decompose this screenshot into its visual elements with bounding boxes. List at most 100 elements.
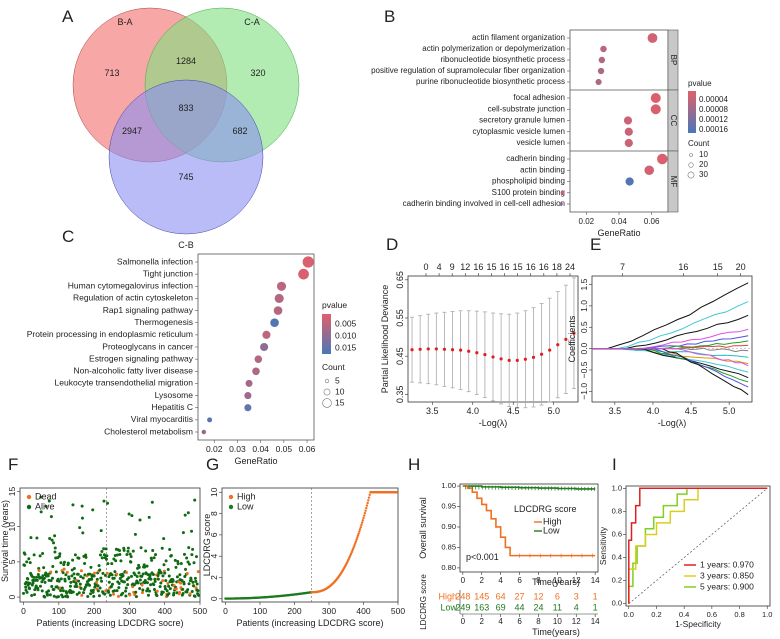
kegg-term-dot <box>302 256 314 268</box>
survival-point-dead <box>115 572 119 576</box>
risk-point-high <box>357 532 360 535</box>
survival-point-alive <box>126 546 130 550</box>
survival-point-alive <box>194 555 198 559</box>
survival-point-alive <box>160 592 164 596</box>
survival-point-alive <box>156 577 160 581</box>
lasso-cv-top-tick-label: 16 <box>539 262 549 272</box>
risk-point-high <box>360 521 364 524</box>
km-legend-title: LDCDRG score <box>514 504 577 514</box>
roc-y-tick-label: 0.6 <box>612 529 622 538</box>
survival-point-alive <box>96 584 100 588</box>
survival-point-alive <box>50 585 54 589</box>
survival-point-alive <box>103 573 107 577</box>
risk-point-high <box>352 545 356 549</box>
survival-point-alive <box>184 567 188 571</box>
panel-letter-i: I <box>612 455 617 474</box>
risk-table-value: 1 <box>593 591 598 601</box>
kegg-term-label: Salmonella infection <box>117 256 193 266</box>
survival-status-y-tick-label: 10 <box>7 522 17 532</box>
risk-point-high <box>358 528 362 531</box>
survival-point-alive <box>143 581 147 585</box>
risk-point-high <box>366 501 369 505</box>
go-legend-count-dot <box>689 153 693 157</box>
survival-point-alive <box>41 574 45 578</box>
risk-point-high <box>354 542 357 545</box>
survival-point-alive <box>79 575 83 579</box>
survival-point-alive <box>61 589 65 593</box>
survival-point-alive <box>163 587 167 591</box>
survival-point-alive <box>84 555 88 559</box>
lasso-cv-top-tick-label: 16 <box>526 262 536 272</box>
survival-point-alive <box>104 557 108 561</box>
survival-point-alive <box>42 576 46 580</box>
go-term-dot <box>647 33 658 43</box>
risk-score-y-tick-label: 2 <box>209 575 219 580</box>
survival-point-alive <box>32 553 36 557</box>
survival-point-alive <box>24 585 28 589</box>
roc-curve <box>628 487 768 604</box>
survival-point-alive <box>30 594 34 598</box>
survival-point-alive <box>82 591 86 595</box>
survival-point-alive <box>91 508 95 512</box>
kegg-x-axis-label: GeneRatio <box>234 456 277 466</box>
survival-point-alive <box>186 560 190 564</box>
survival-point-alive <box>130 514 134 518</box>
survival-status-x-tick-label: 400 <box>158 606 172 616</box>
risk-point-high <box>395 491 398 494</box>
survival-point-alive <box>32 593 36 597</box>
go-legend-pvalue-label: 0.00016 <box>699 125 728 134</box>
survival-point-alive <box>50 576 54 580</box>
survival-point-alive <box>46 574 50 578</box>
kegg-term-label: Estrogen signaling pathway <box>89 353 194 363</box>
survival-point-alive <box>144 549 148 553</box>
lasso-path-y-axis-label: Coefficients <box>567 315 577 362</box>
survival-point-alive <box>113 589 117 593</box>
risk-score-y-tick-label: 10 <box>209 487 219 497</box>
survival-point-alive <box>43 580 47 584</box>
survival-point-dead <box>62 567 66 571</box>
survival-point-alive <box>43 595 47 599</box>
lasso-cv-point <box>475 351 479 355</box>
survival-point-alive <box>97 564 101 568</box>
survival-point-alive <box>141 588 145 592</box>
roc-curve <box>628 487 768 604</box>
go-legend-colorbar <box>688 91 696 133</box>
go-facet-label-mf: MF <box>669 176 678 188</box>
kegg-term-label: Human cytomegalovirus infection <box>68 281 193 291</box>
lasso-cv-top-tick-label: 18 <box>552 262 562 272</box>
venn-count-c-a-only: 320 <box>250 68 265 78</box>
survival-point-alive <box>168 548 172 552</box>
survival-point-alive <box>196 589 200 593</box>
survival-point-alive <box>197 593 201 597</box>
survival-point-dead <box>125 570 129 574</box>
survival-point-alive <box>122 548 126 552</box>
survival-point-alive <box>73 553 77 557</box>
survival-point-alive <box>194 579 198 583</box>
survival-point-alive <box>176 562 180 566</box>
go-term-dot <box>560 190 565 195</box>
go-term-dot <box>595 78 602 86</box>
survival-point-alive <box>190 590 194 594</box>
lasso-path-y-tick-label: 1.5 <box>579 278 589 290</box>
survival-point-alive <box>75 592 79 596</box>
survival-point-alive <box>100 549 104 553</box>
survival-point-alive <box>61 571 65 575</box>
roc-y-axis-label: Sensitivity <box>598 526 608 565</box>
km-curve-low <box>462 485 596 490</box>
survival-point-alive <box>47 499 51 503</box>
survival-point-alive <box>148 589 152 593</box>
kegg-term-label: Protein processing in endoplasmic reticu… <box>27 329 193 339</box>
survival-point-alive <box>23 563 27 567</box>
survival-point-alive <box>89 592 93 596</box>
survival-point-dead <box>166 582 170 586</box>
go-legend-pvalue-label: 0.00012 <box>699 115 728 124</box>
kegg-term-dot <box>270 318 279 328</box>
km-plot-frame <box>459 483 599 573</box>
lasso-cv-point <box>426 347 430 351</box>
survival-point-alive <box>100 579 104 583</box>
roc-frame <box>625 485 771 607</box>
survival-status-y-axis-label: Survival time (years) <box>0 500 10 582</box>
risk-score-x-tick-label: 200 <box>287 606 301 616</box>
survival-point-alive <box>80 504 84 508</box>
